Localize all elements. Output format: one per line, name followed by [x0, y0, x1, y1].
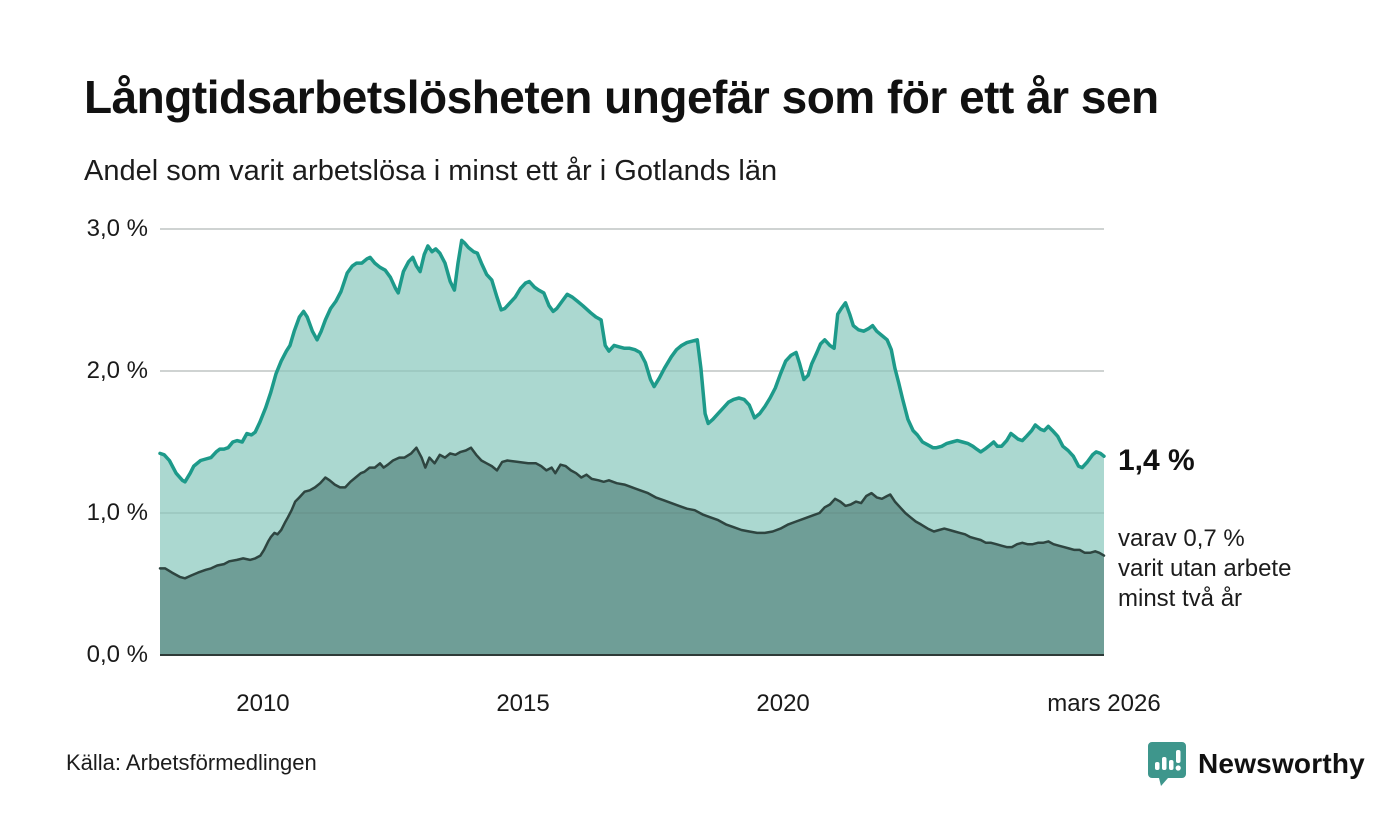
line-series-0	[158, 238, 1106, 484]
y-tick-label: 2,0 %	[86, 357, 148, 384]
x-tick-label: 2010	[236, 690, 290, 717]
area-series-0	[160, 240, 1104, 655]
line-series-1	[158, 446, 1106, 580]
page-title: Långtidsarbetslösheten ungefär som för e…	[84, 71, 1159, 123]
brand-wordmark: Newsworthy	[1198, 748, 1365, 779]
chart-subtitle: Andel som varit arbetslösa i minst ett å…	[84, 155, 778, 187]
y-tick-label: 0,0 %	[86, 641, 148, 668]
secondary-annotation: varav 0,7 % varit utan arbete minst två …	[1118, 525, 1292, 612]
x-tick-label: 2015	[496, 690, 550, 717]
gridlines	[160, 228, 1104, 514]
brand-logo: Newsworthy	[1146, 740, 1365, 788]
x-tick-label: 2020	[756, 690, 810, 717]
end-value-label: 1,4 %	[1118, 444, 1195, 477]
y-tick-label: 3,0 %	[86, 215, 148, 242]
x-tick-label: mars 2026	[1047, 690, 1161, 717]
chart-lines	[158, 238, 1106, 580]
source-credit: Källa: Arbetsförmedlingen	[66, 750, 317, 775]
newsworthy-icon	[1148, 742, 1186, 786]
chart-areas	[160, 240, 1104, 655]
gridlines-overlay	[160, 228, 1104, 514]
y-tick-label: 1,0 %	[86, 499, 148, 526]
area-series-1	[160, 447, 1104, 655]
